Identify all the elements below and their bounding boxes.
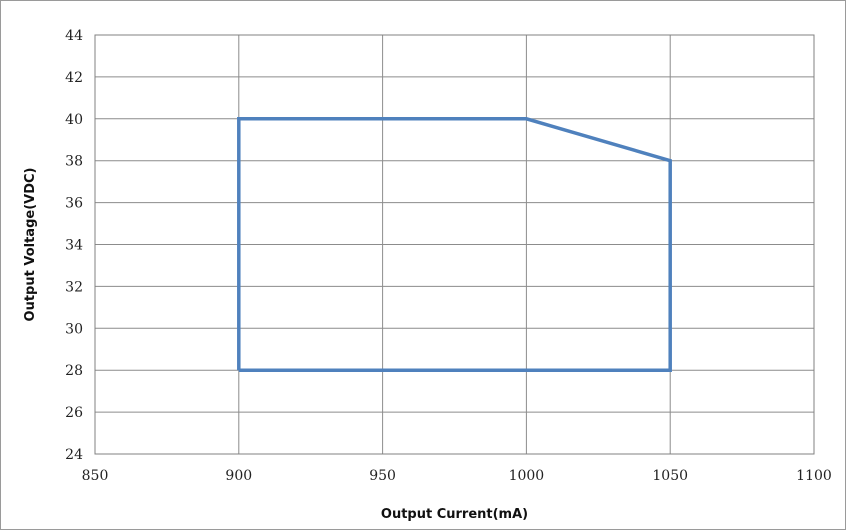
y-tick-label: 40 [65,112,83,128]
series-group [237,117,672,372]
y-tick-label: 30 [65,321,83,337]
y-tick-label: 24 [65,447,83,463]
x-tick-label: 1100 [796,468,832,484]
x-tick-label: 1000 [509,468,545,484]
x-tick-label: 1050 [652,468,688,484]
tick-labels: 850 900 950 1000 1050 1100 24 26 28 30 32 34 36 38 40 4… [65,28,832,484]
y-tick-label: 42 [65,70,83,86]
x-tick-label: 850 [82,468,109,484]
series-line [237,117,672,372]
x-tick-label: 900 [225,468,252,484]
x-axis-title: Output Current(mA) [381,507,528,522]
y-tick-label: 38 [65,154,83,170]
x-tick-label: 950 [369,468,396,484]
y-tick-label: 26 [65,405,83,421]
grid-lines [95,35,814,454]
y-tick-label: 32 [65,279,83,295]
plot-area-border [94,34,815,455]
y-tick-label: 44 [65,28,83,44]
y-axis-title: Output Voltage(VDC) [23,168,38,322]
y-tick-label: 36 [65,196,83,212]
y-tick-label: 34 [65,238,83,254]
y-tick-label: 28 [65,363,83,379]
